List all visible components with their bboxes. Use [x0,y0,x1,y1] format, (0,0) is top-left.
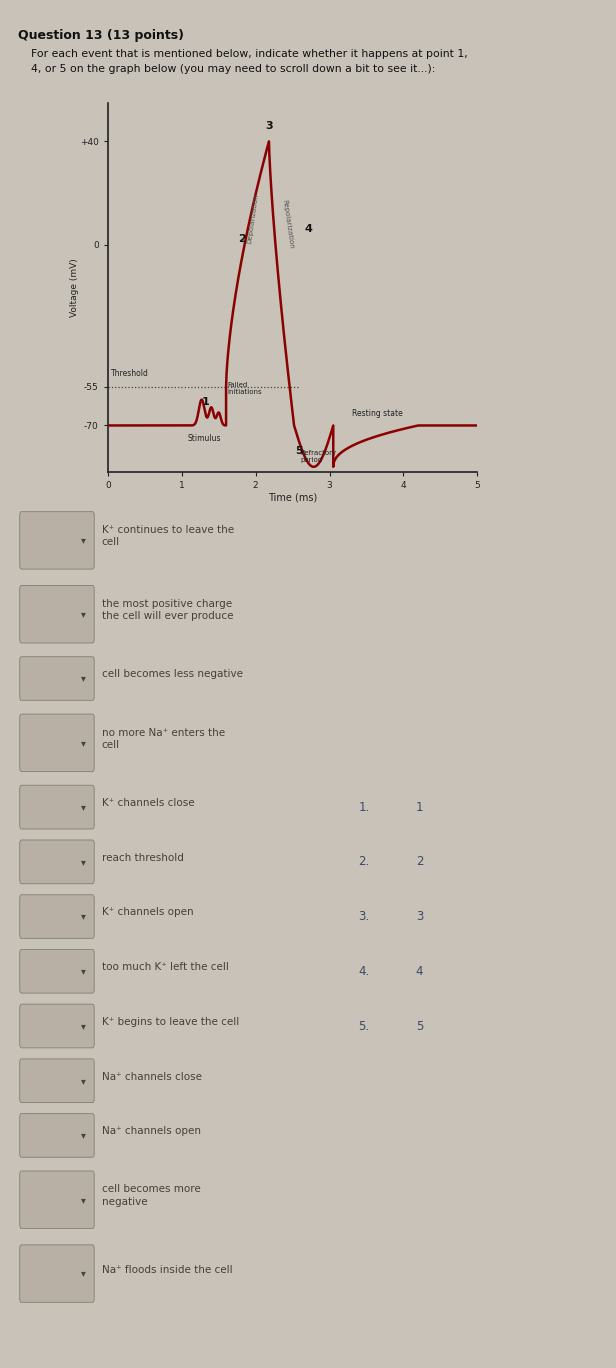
Text: too much K⁺ left the cell: too much K⁺ left the cell [102,962,229,973]
Text: Refractory
period: Refractory period [300,450,336,462]
Text: ▾: ▾ [81,535,86,546]
X-axis label: Time (ms): Time (ms) [268,492,317,503]
Text: K⁺ channels open: K⁺ channels open [102,907,193,918]
Text: ▾: ▾ [81,911,86,922]
Text: 2.: 2. [359,855,370,869]
Text: ▾: ▾ [81,673,86,684]
Text: the most positive charge
the cell will ever produce: the most positive charge the cell will e… [102,599,233,621]
Text: 4, or 5 on the graph below (you may need to scroll down a bit to see it...):: 4, or 5 on the graph below (you may need… [31,64,435,74]
Text: Stimulus: Stimulus [188,434,221,443]
Text: 2: 2 [238,234,246,245]
Text: 5: 5 [416,1019,423,1033]
Text: Repolarization: Repolarization [281,198,294,249]
Text: ▾: ▾ [81,856,86,867]
Text: ▾: ▾ [81,802,86,813]
Text: no more Na⁺ enters the
cell: no more Na⁺ enters the cell [102,728,225,750]
Text: For each event that is mentioned below, indicate whether it happens at point 1,: For each event that is mentioned below, … [31,49,468,59]
Text: 2: 2 [416,855,423,869]
Text: Question 13 (13 points): Question 13 (13 points) [18,29,184,42]
Text: 3: 3 [265,120,273,131]
Text: Na⁺ floods inside the cell: Na⁺ floods inside the cell [102,1264,232,1275]
Text: Na⁺ channels open: Na⁺ channels open [102,1126,201,1137]
Text: 4: 4 [416,964,423,978]
Text: 5.: 5. [359,1019,370,1033]
Text: ▾: ▾ [81,966,86,977]
Text: 5: 5 [294,446,302,457]
Text: K⁺ continues to leave the
cell: K⁺ continues to leave the cell [102,525,233,547]
Text: Resting state: Resting state [352,409,402,419]
Text: ▾: ▾ [81,1194,86,1205]
Text: ▾: ▾ [81,1021,86,1031]
Text: ▾: ▾ [81,1130,86,1141]
Text: Depolarization: Depolarization [247,193,260,245]
Text: 3.: 3. [359,910,370,923]
Text: K⁺ channels close: K⁺ channels close [102,798,194,808]
Text: 3: 3 [416,910,423,923]
Text: 1: 1 [416,800,423,814]
Text: ▾: ▾ [81,737,86,748]
Text: Failed
initiations: Failed initiations [227,383,262,395]
Text: ▾: ▾ [81,1075,86,1086]
Text: ▾: ▾ [81,1268,86,1279]
Text: 1.: 1. [359,800,370,814]
Text: ▾: ▾ [81,609,86,620]
Text: 4: 4 [305,224,313,234]
Text: cell becomes less negative: cell becomes less negative [102,669,243,680]
Y-axis label: Voltage (mV): Voltage (mV) [70,259,78,316]
Text: Threshold: Threshold [111,369,148,378]
Text: cell becomes more
negative: cell becomes more negative [102,1185,200,1207]
Text: K⁺ begins to leave the cell: K⁺ begins to leave the cell [102,1016,239,1027]
Text: 1: 1 [201,397,209,408]
Text: Na⁺ channels close: Na⁺ channels close [102,1071,201,1082]
Text: reach threshold: reach threshold [102,852,184,863]
Text: 4.: 4. [359,964,370,978]
